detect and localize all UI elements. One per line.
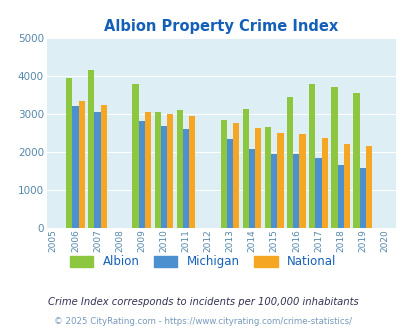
Bar [88, 70, 94, 228]
Bar [160, 126, 166, 228]
Bar [242, 109, 249, 228]
Bar [220, 119, 226, 228]
Bar [176, 110, 182, 228]
Bar [315, 158, 321, 228]
Bar [249, 149, 255, 228]
Bar [182, 129, 189, 228]
Bar [343, 144, 349, 228]
Bar [72, 106, 78, 228]
Bar [94, 112, 100, 228]
Bar [166, 114, 173, 228]
Legend: Albion, Michigan, National: Albion, Michigan, National [65, 250, 340, 273]
Bar [359, 168, 365, 228]
Bar [232, 123, 239, 228]
Bar [264, 127, 271, 228]
Bar [255, 128, 261, 228]
Bar [330, 87, 337, 228]
Bar [299, 134, 305, 228]
Bar [309, 84, 315, 228]
Text: © 2025 CityRating.com - https://www.cityrating.com/crime-statistics/: © 2025 CityRating.com - https://www.city… [54, 317, 351, 326]
Bar [132, 84, 138, 228]
Bar [337, 165, 343, 228]
Bar [286, 97, 292, 228]
Text: Crime Index corresponds to incidents per 100,000 inhabitants: Crime Index corresponds to incidents per… [47, 297, 358, 307]
Bar [352, 93, 359, 228]
Bar [145, 112, 151, 228]
Bar [66, 78, 72, 228]
Bar [189, 116, 195, 228]
Bar [226, 139, 232, 228]
Title: Albion Property Crime Index: Albion Property Crime Index [104, 19, 337, 34]
Bar [321, 138, 327, 228]
Bar [138, 121, 145, 228]
Bar [154, 112, 160, 228]
Bar [271, 154, 277, 228]
Bar [100, 105, 107, 228]
Bar [365, 147, 371, 228]
Bar [277, 133, 283, 228]
Bar [78, 101, 85, 228]
Bar [292, 154, 299, 228]
